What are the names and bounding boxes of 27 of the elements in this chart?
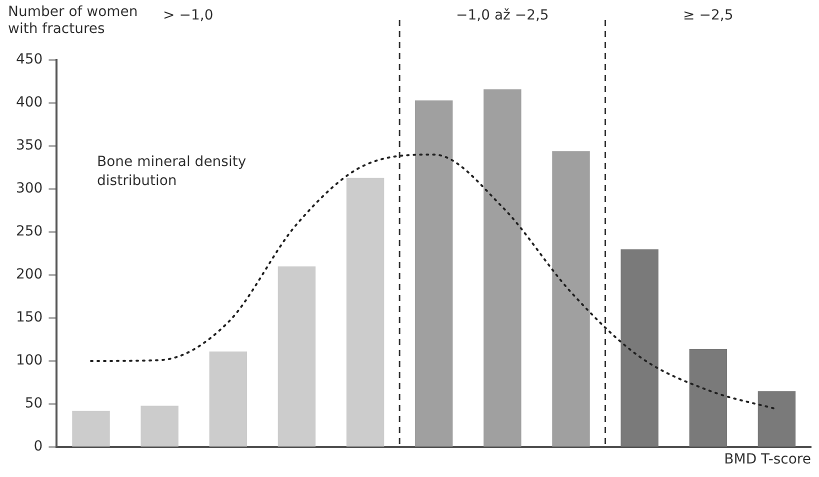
y-tick-label: 100: [16, 352, 43, 369]
bar: [72, 410, 110, 446]
y-tick-label: 250: [16, 224, 43, 240]
bar: [209, 352, 248, 446]
y-tick-label: 50: [24, 396, 43, 412]
y-tick-label: 350: [16, 138, 43, 154]
y-tick-label: 450: [16, 52, 43, 68]
text: > −1,0: [163, 8, 214, 24]
bar: [758, 391, 796, 446]
text: Bone mineral density distribution: [97, 154, 246, 189]
y-axis-title: Number of women with fractures: [8, 4, 139, 38]
x-axis-title: BMD T-score: [724, 452, 811, 468]
y-tick-label: 300: [16, 180, 43, 197]
y-tick-label: 150: [16, 310, 43, 326]
bar: [415, 100, 453, 446]
bar: [620, 249, 658, 446]
bar: [346, 178, 384, 446]
y-tick-label: 200: [16, 266, 43, 283]
bar: [552, 151, 590, 446]
bar: [278, 266, 316, 446]
text: −1,0 až −2,5: [456, 8, 549, 24]
y-tick-label: 0: [34, 438, 43, 455]
bar: [140, 406, 178, 446]
text: ≥ −2,5: [683, 8, 734, 24]
bar: [484, 89, 522, 446]
bar: [689, 348, 727, 446]
y-tick-label: 400: [16, 94, 43, 111]
